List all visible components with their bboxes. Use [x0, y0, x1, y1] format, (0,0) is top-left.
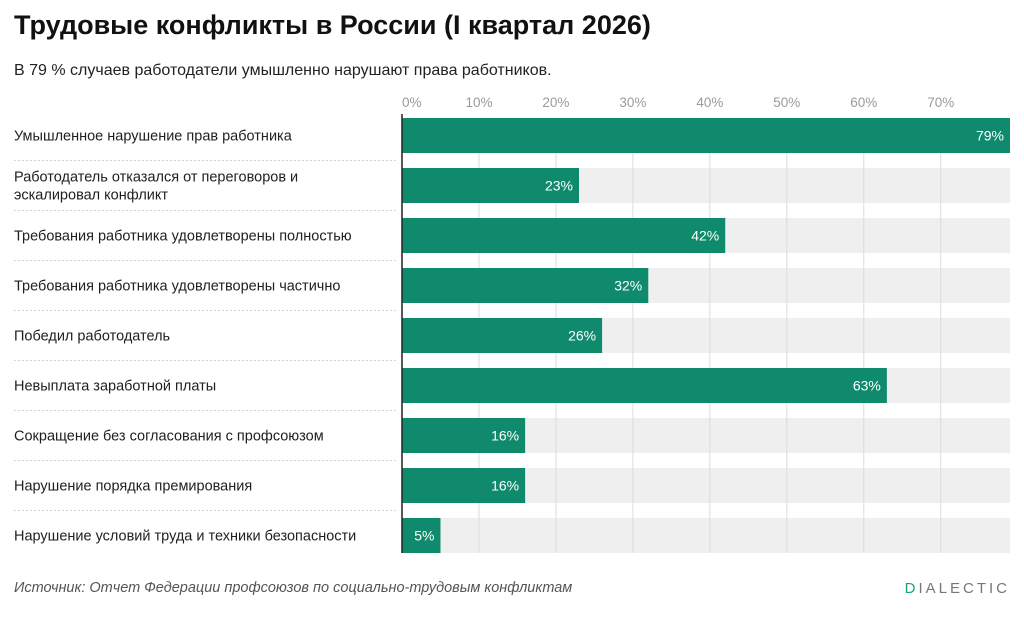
x-tick-label: 60%: [850, 95, 877, 110]
bar: [402, 118, 1010, 153]
x-tick-label: 40%: [696, 95, 723, 110]
bar-track: [402, 518, 1010, 553]
bar: [402, 168, 580, 203]
category-label: Победил работодатель: [14, 329, 170, 345]
brand-logo: DIALECTIC: [904, 580, 1010, 597]
bar: [402, 218, 726, 253]
bar-value-label: 32%: [614, 278, 642, 294]
x-tick-label: 10%: [465, 95, 492, 110]
x-tick-label: 50%: [773, 95, 800, 110]
bar-chart-svg: 0% 10% 20% 30% 40% 50% 60% 70% 79% Умышленное нар…: [14, 95, 1010, 553]
category-label: Требования работника удовлетворены части…: [14, 279, 340, 295]
bar-value-label: 26%: [568, 328, 596, 344]
bar: [402, 368, 887, 403]
bar-value-label: 16%: [491, 478, 519, 494]
source-note: Источник: Отчет Федерации профсоюзов по …: [14, 580, 573, 596]
category-label: Невыплата заработной платы: [14, 379, 216, 395]
x-tick-label: 30%: [619, 95, 646, 110]
x-tick-label: 0%: [402, 95, 422, 110]
bar-value-label: 42%: [691, 228, 719, 244]
bar: [402, 518, 441, 553]
x-tick-label: 70%: [927, 95, 954, 110]
category-label: Нарушение порядка премирования: [14, 479, 252, 495]
bar: [402, 468, 526, 503]
x-tick-label: 20%: [542, 95, 569, 110]
bar-chart: 0% 10% 20% 30% 40% 50% 60% 70% 79% Умышленное нар…: [0, 88, 1024, 568]
category-label: Требования работника удовлетворены полно…: [14, 229, 352, 245]
chart-title: Трудовые конфликты в России (I квартал 2…: [14, 10, 651, 40]
category-label: Нарушение условий труда и техники безопа…: [14, 529, 356, 545]
bar: [402, 268, 649, 303]
bar: [402, 318, 603, 353]
bar-value-label: 63%: [853, 378, 881, 394]
bar-value-label: 79%: [976, 128, 1004, 144]
category-label: Сокращение без согласования с профсоюзом: [14, 429, 324, 445]
bar: [402, 418, 526, 453]
bar-value-label: 23%: [545, 178, 573, 194]
bar-value-label: 5%: [414, 528, 434, 544]
bar-value-label: 16%: [491, 428, 519, 444]
chart-subtitle: В 79 % случаев работодатели умышленно на…: [14, 62, 552, 79]
category-label: Умышленное нарушение прав работника: [14, 129, 293, 145]
